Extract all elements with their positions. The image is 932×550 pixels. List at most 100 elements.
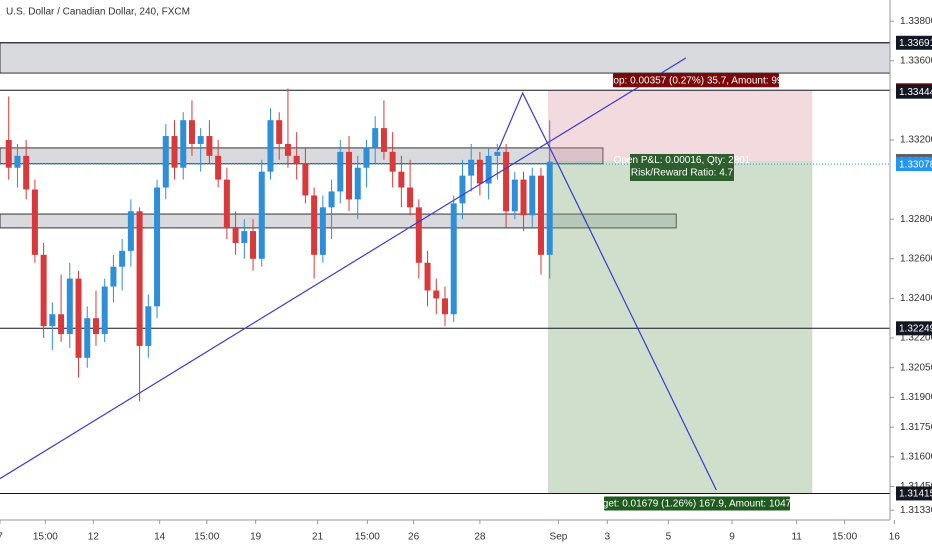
x-tick-label: 7: [0, 532, 3, 543]
y-tick-label: 1.32600: [900, 253, 932, 264]
x-tick-label: 5: [666, 532, 672, 543]
candle-body: [468, 159, 475, 176]
zone: [0, 42, 891, 74]
candle-body: [511, 179, 518, 212]
candle-body: [529, 175, 536, 216]
candle-body: [415, 207, 422, 263]
candle-body: [284, 143, 291, 156]
candle-body: [162, 136, 169, 188]
candle-body: [546, 161, 553, 255]
candle-body: [494, 151, 501, 156]
candle-body: [49, 314, 56, 327]
candle-body: [206, 136, 213, 156]
candle-body: [154, 187, 161, 307]
price-badge-label: 1.33691: [899, 38, 932, 49]
candle-body: [40, 254, 47, 327]
candle-body: [442, 298, 448, 315]
price-badge: [896, 486, 932, 501]
candle-body: [5, 139, 12, 168]
candle-body: [354, 167, 361, 200]
candle-body: [311, 195, 318, 255]
x-tick-label: 26: [408, 532, 420, 543]
candle-body: [328, 191, 335, 208]
candle-body: [14, 155, 21, 168]
candle-body: [389, 151, 396, 172]
x-tick-label: 3: [605, 532, 611, 543]
candle-body: [223, 179, 230, 228]
x-tick-label: 15:00: [33, 532, 58, 543]
stop-label: Stop: 0.00357 (0.27%) 35.7, Amount: 990: [604, 75, 788, 86]
x-tick-label: 19: [250, 532, 262, 543]
price-badge-label: 1.32249: [899, 323, 932, 334]
target-label: Target: 0.01679 (1.26%) 167.9, Amount: 1…: [589, 499, 806, 510]
candle-body: [215, 155, 222, 180]
candle-body: [136, 211, 143, 346]
candle-body: [267, 120, 274, 172]
target-label-box: [604, 496, 790, 511]
candle-body: [23, 155, 30, 190]
price-badge-label: 1.33078: [899, 159, 932, 170]
y-tick-label: 1.33800: [900, 16, 932, 27]
candle-body: [75, 278, 82, 358]
y-tick-label: 1.32800: [900, 214, 932, 225]
x-tick-label: 14: [154, 532, 166, 543]
candle-body: [293, 155, 300, 164]
candle-body: [424, 262, 431, 291]
candle-body: [92, 318, 99, 335]
stop-zone: [547, 90, 813, 161]
x-tick-label: 15:00: [194, 532, 219, 543]
candle-body: [58, 314, 65, 335]
zone: [0, 147, 604, 165]
pnl-box: [630, 153, 734, 181]
candle-body: [485, 155, 492, 184]
zone: [0, 213, 677, 229]
candle-body: [346, 151, 353, 200]
candle-body: [459, 175, 466, 204]
pnl-label: Open P&L: 0.00016, Qty: 2801: [614, 155, 751, 166]
stop-label-box: [613, 73, 779, 88]
x-tick-label: 11: [791, 532, 802, 543]
trendline: [497, 91, 717, 491]
price-badge: [896, 157, 932, 172]
price-badge: [896, 84, 932, 99]
candle-body: [119, 250, 126, 267]
candle-body: [302, 163, 309, 196]
candle-body: [337, 151, 344, 192]
candle-body: [363, 147, 370, 168]
candle-body: [476, 159, 483, 184]
y-tick-label: 1.31900: [900, 392, 932, 403]
x-tick-label: 12: [88, 532, 100, 543]
candle-body: [520, 179, 527, 216]
y-tick-label: 1.33600: [900, 55, 932, 66]
candle-body: [450, 203, 457, 315]
candle-body: [145, 306, 152, 346]
y-tick-label: 1.31330: [900, 505, 932, 516]
y-tick-label: 1.32050: [900, 362, 932, 373]
chart-title: U.S. Dollar / Canadian Dollar, 240, FXCM: [6, 7, 190, 18]
y-tick-label: 1.33200: [900, 135, 932, 146]
y-tick-label: 1.31600: [900, 451, 932, 462]
trendline: [0, 57, 687, 480]
y-tick-label: 1.31750: [900, 422, 932, 433]
candle-body: [398, 171, 405, 188]
candle-body: [84, 318, 91, 358]
candle-body: [197, 136, 204, 144]
candle-body: [31, 189, 38, 255]
candle-body: [258, 171, 265, 259]
candle-body: [407, 187, 414, 208]
candle-body: [537, 175, 544, 255]
candle-body: [232, 227, 239, 243]
candle-body: [276, 120, 283, 144]
x-tick-label: 28: [474, 532, 486, 543]
price-badge: [896, 35, 932, 50]
x-tick-label: Sep: [550, 532, 568, 543]
candle-body: [101, 286, 108, 335]
candle-body: [171, 136, 178, 168]
price-badge-label: 1.31415: [899, 489, 932, 500]
candle-body: [372, 128, 379, 148]
candle-body: [188, 120, 195, 144]
candle-body: [127, 211, 134, 251]
price-badge-label: 1.33444: [899, 87, 932, 98]
candle-body: [110, 266, 117, 287]
